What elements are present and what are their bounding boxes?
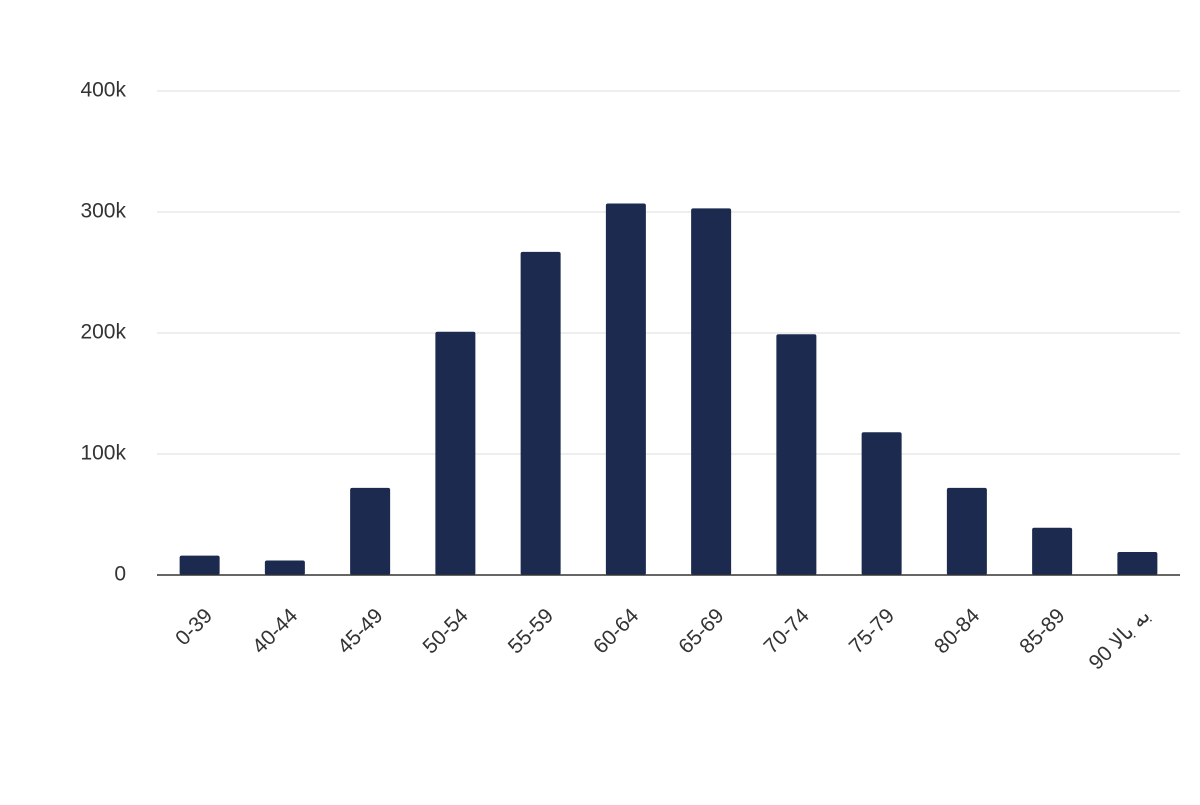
bar bbox=[691, 208, 732, 575]
y-tick-label: 200k bbox=[80, 321, 126, 344]
y-tick-label: 300k bbox=[80, 200, 126, 223]
bar bbox=[1032, 527, 1073, 575]
x-tick-label: 40-44 bbox=[248, 604, 302, 658]
bar bbox=[435, 331, 476, 575]
bar bbox=[861, 432, 902, 575]
bar bbox=[605, 203, 646, 575]
x-tick-label: 0-39 bbox=[171, 604, 217, 650]
bar bbox=[776, 334, 817, 575]
x-tick-label: 60-64 bbox=[589, 604, 643, 658]
bar bbox=[1117, 552, 1158, 575]
bar bbox=[264, 560, 305, 575]
x-tick-label: 55-59 bbox=[504, 604, 558, 658]
x-tick-label: 85-89 bbox=[1015, 604, 1069, 658]
x-tick-label: 70-74 bbox=[760, 604, 814, 658]
x-tick-label: 90 به بالا bbox=[1085, 604, 1155, 674]
bar bbox=[179, 555, 220, 575]
y-tick-label: 0 bbox=[114, 563, 126, 586]
x-tick-label: 50-54 bbox=[419, 604, 473, 658]
x-tick-label: 65-69 bbox=[674, 604, 728, 658]
y-tick-label: 100k bbox=[80, 442, 126, 465]
x-tick-label: 80-84 bbox=[930, 604, 984, 658]
x-tick-label: 45-49 bbox=[333, 604, 387, 658]
bar bbox=[350, 487, 391, 575]
y-tick-label: 400k bbox=[80, 79, 126, 102]
bar bbox=[946, 487, 987, 575]
x-tick-label: 75-79 bbox=[845, 604, 899, 658]
bar bbox=[520, 251, 561, 575]
